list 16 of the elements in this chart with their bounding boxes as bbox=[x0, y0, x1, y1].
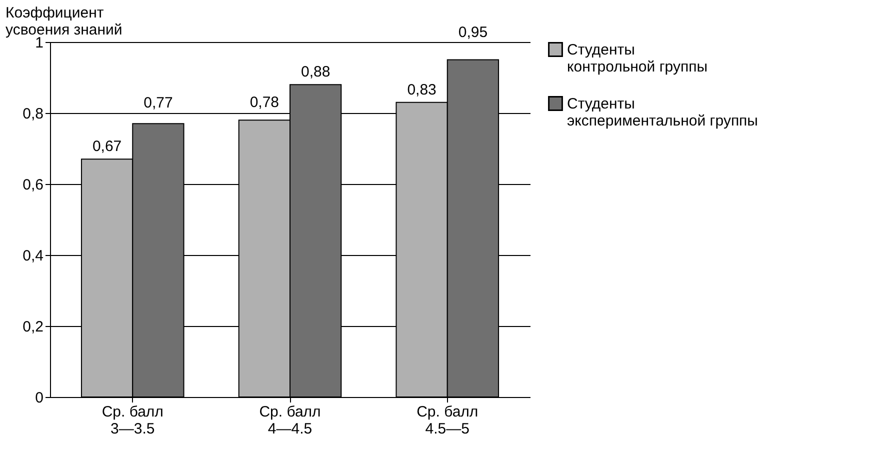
x-tick-label: Ср. балл 4.5—5 bbox=[416, 404, 478, 438]
data-label: 0,67 bbox=[92, 138, 122, 156]
legend-label: Студенты контрольной группы bbox=[567, 42, 708, 76]
y-tick-label: 0 bbox=[35, 390, 44, 406]
data-label: 0,78 bbox=[250, 94, 280, 112]
data-label: 0,83 bbox=[407, 81, 436, 98]
data-label: 0,77 bbox=[144, 94, 173, 112]
legend-label: Студенты экспериментальной группы bbox=[567, 96, 758, 130]
x-tick-label: Ср. балл 4—4.5 bbox=[259, 404, 321, 438]
y-tick-label: 0,2 bbox=[22, 318, 44, 336]
y-tick-label: 0,8 bbox=[22, 106, 44, 122]
data-label: 0,95 bbox=[458, 24, 488, 41]
x-tick-label: Ср. балл 3—3.5 bbox=[102, 404, 164, 438]
y-tick-label: 0,4 bbox=[22, 248, 44, 264]
y-tick-label: 0,6 bbox=[22, 176, 44, 194]
data-label: 0,88 bbox=[300, 64, 330, 81]
